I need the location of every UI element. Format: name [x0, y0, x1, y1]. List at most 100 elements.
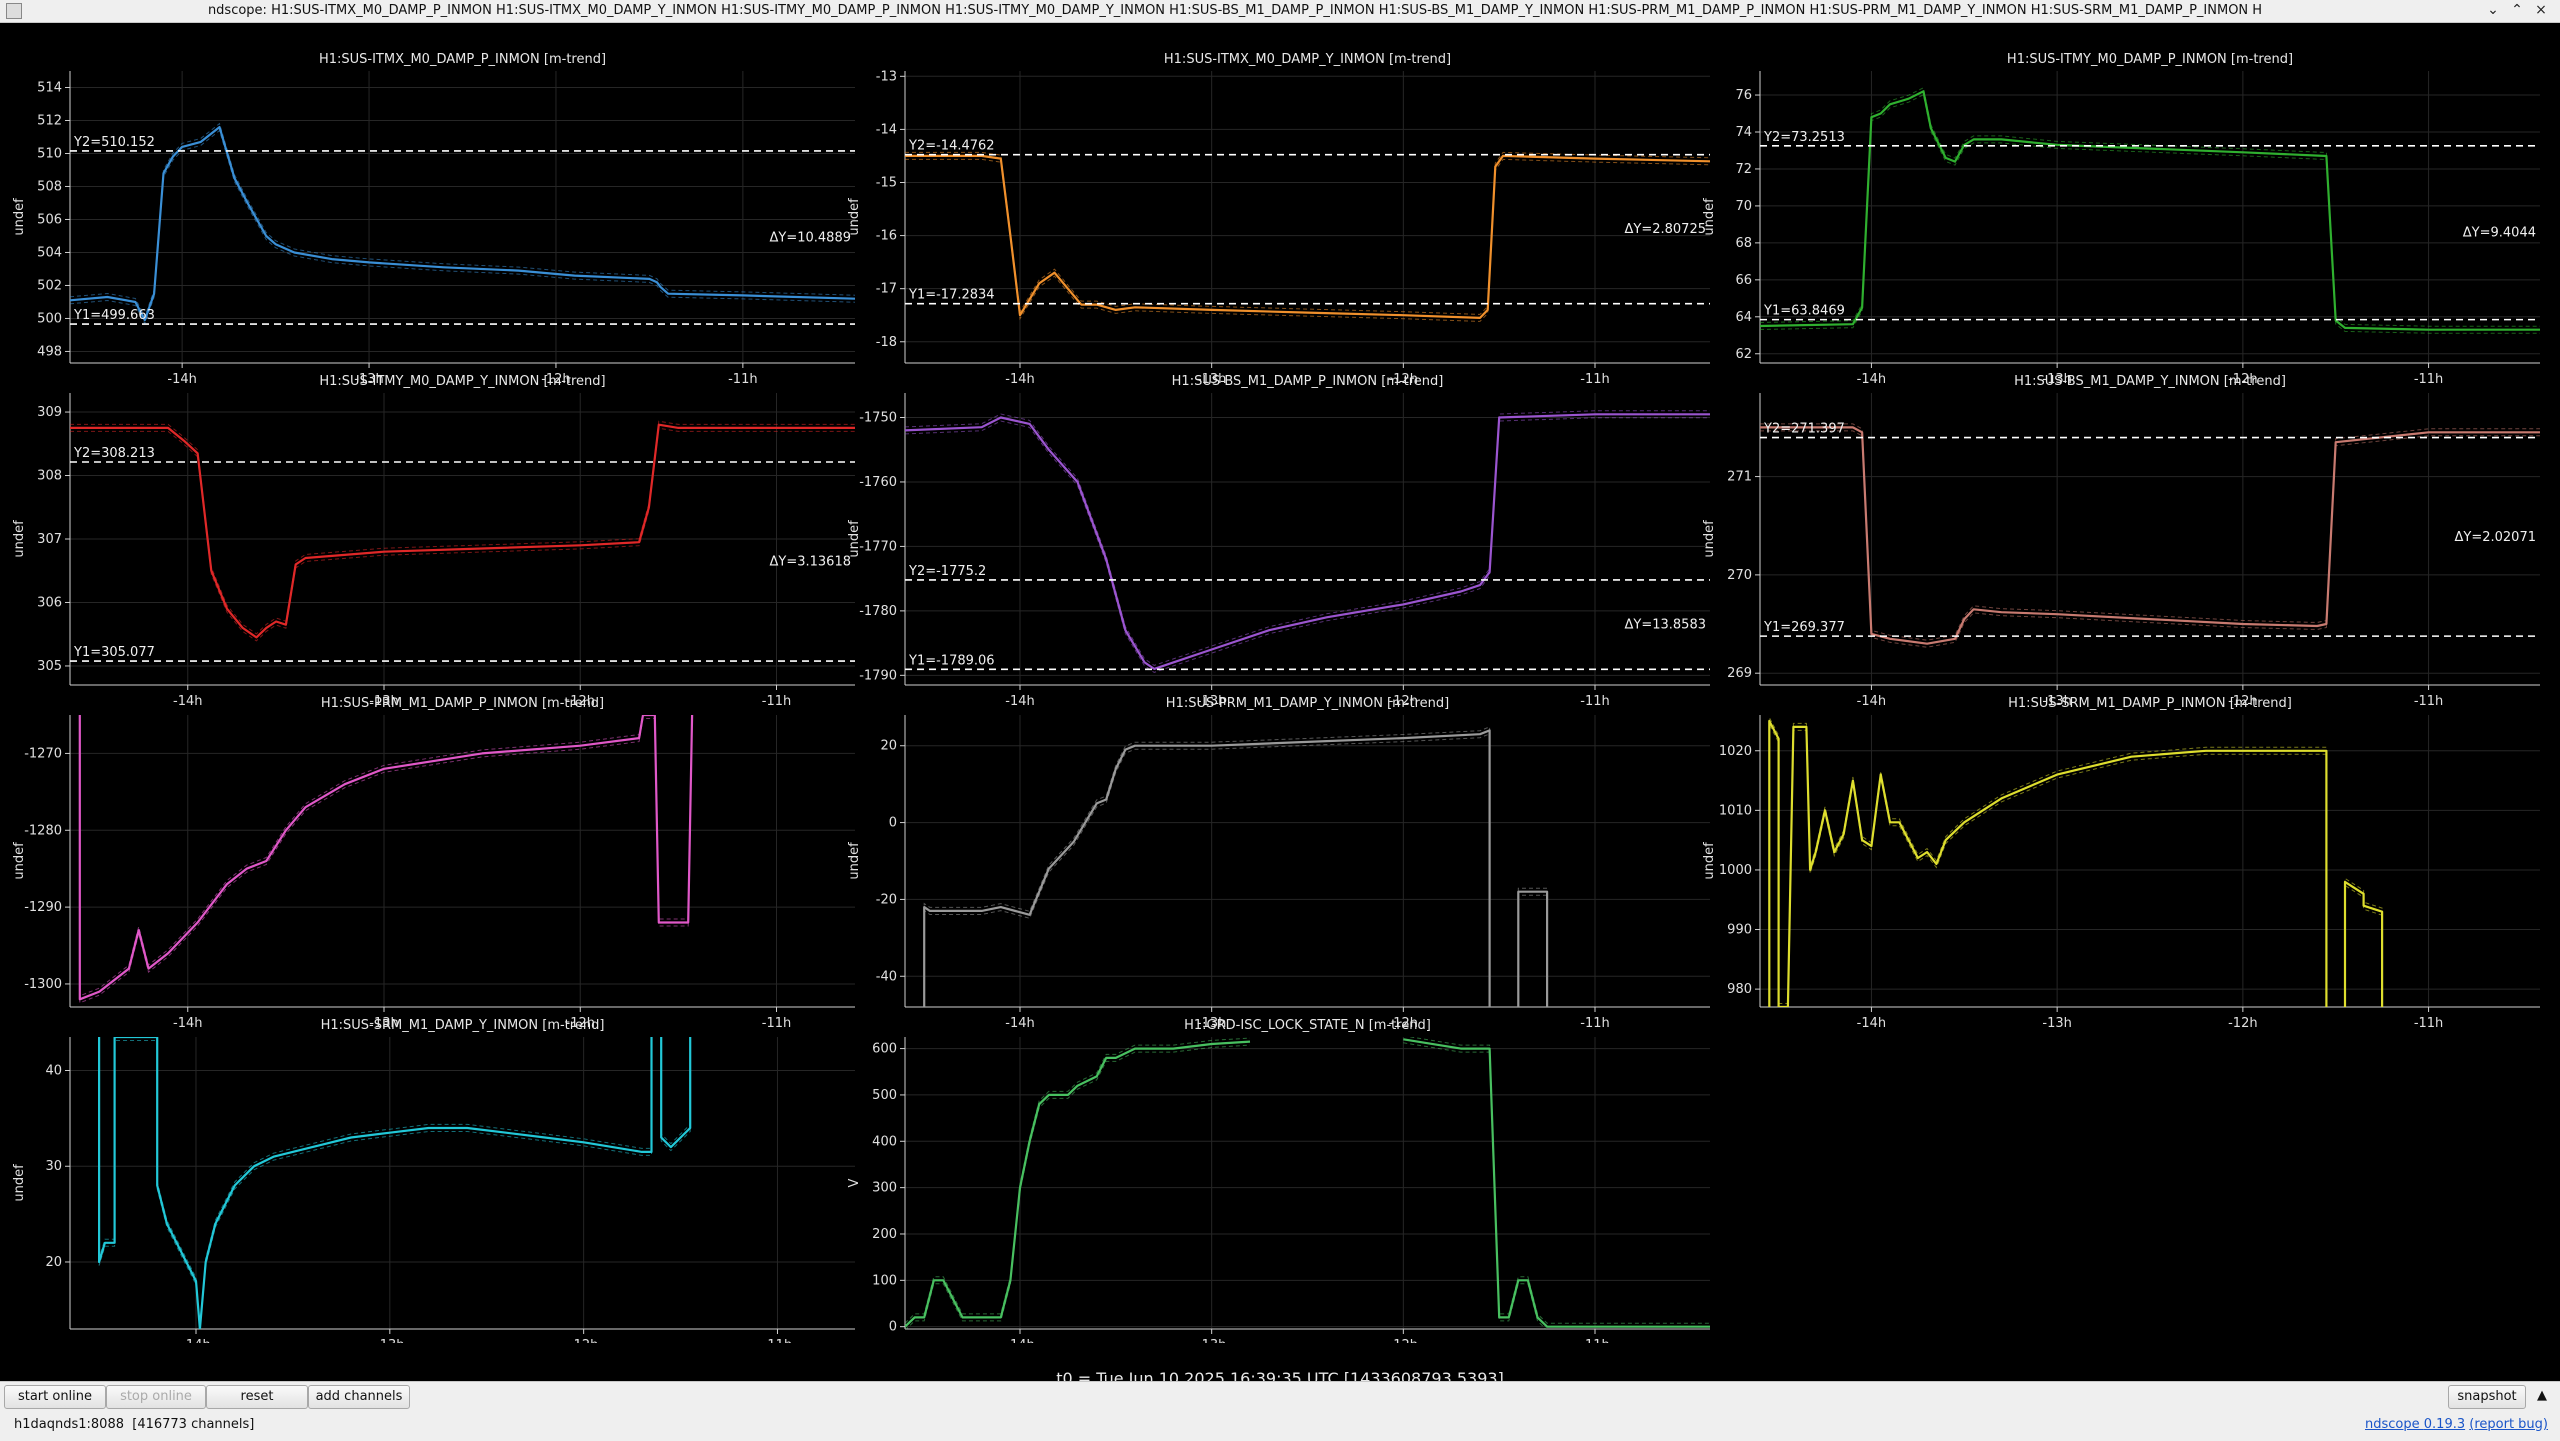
y-tick-label: -13: [876, 69, 897, 84]
series-group: [905, 410, 1710, 673]
add-channels-button[interactable]: add channels: [308, 1385, 410, 1409]
plot-panel[interactable]: H1:GRD-ISC_LOCK_STATE_N [m-trend] -14h -13…: [847, 1018, 1710, 1343]
y-axis-label: undef: [12, 1164, 27, 1202]
stop-online-button[interactable]: stop online: [106, 1385, 206, 1409]
plot-panel[interactable]: H1:SUS-BS_M1_DAMP_Y_INMON [m-trend] -14h -…: [1702, 374, 2540, 709]
delta-y-label: ΔY=9.4044: [2463, 226, 2536, 241]
y-tick-label: 600: [872, 1042, 897, 1057]
x-tick-label: -14h: [173, 1016, 202, 1031]
plot-panel[interactable]: H1:SUS-BS_M1_DAMP_P_INMON [m-trend] -14h -…: [847, 374, 1710, 709]
cursor-y1-label: Y1=305.077: [73, 645, 155, 660]
y-tick-label: 500: [37, 311, 62, 326]
y-tick-label: 308: [37, 469, 62, 484]
cursor-y1-label: Y1=499.663: [73, 308, 155, 323]
series-min-trace: [79, 718, 693, 1004]
minimize-icon[interactable]: ⌄: [2487, 2, 2499, 18]
plot-title: H1:SUS-ITMY_M0_DAMP_P_INMON [m-trend]: [2007, 52, 2293, 67]
report-bug-link[interactable]: (report bug): [2469, 1417, 2548, 1432]
status-bar: h1daqnds1:8088 [416773 channels]: [14, 1417, 254, 1432]
y-tick-label: -1790: [859, 668, 897, 683]
x-tick-label: -14h: [1857, 694, 1886, 709]
x-tick-label: -12h: [1389, 1016, 1418, 1031]
x-tick-label: -13h: [1197, 694, 1226, 709]
plot-panel[interactable]: H1:SUS-ITMY_M0_DAMP_Y_INMON [m-trend] -14…: [12, 374, 855, 709]
cursor-y2-label: Y2=73.2513: [1763, 130, 1845, 145]
series-min-trace: [923, 733, 1491, 1007]
start-online-button[interactable]: start online: [4, 1385, 106, 1409]
maximize-icon[interactable]: ⌃: [2511, 2, 2523, 18]
delta-y-label: ΔY=2.02071: [2455, 530, 2537, 545]
series-min-trace: [1517, 894, 1548, 1007]
x-tick-label: -14h: [181, 1338, 210, 1343]
x-tick-label: -14h: [1005, 1016, 1034, 1031]
plot-panel[interactable]: H1:SUS-PRM_M1_DAMP_P_INMON [m-trend] -14h…: [12, 696, 855, 1031]
plot-panel[interactable]: H1:SUS-PRM_M1_DAMP_Y_INMON [m-trend] -14h…: [847, 696, 1710, 1031]
up-arrow-icon[interactable]: ▲: [2537, 1388, 2547, 1403]
x-tick-label: -12h: [2228, 372, 2257, 387]
y-tick-label: -16: [876, 229, 897, 244]
y-tick-label: -17: [876, 282, 897, 297]
series-group: [97, 1037, 692, 1329]
cursor-y2-label: Y2=-14.4762: [908, 139, 995, 154]
y-tick-label: 990: [1727, 923, 1752, 938]
y-tick-label: 30: [45, 1159, 62, 1174]
y-tick-label: 504: [37, 245, 62, 260]
version-info: ndscope 0.19.3 (report bug): [2365, 1417, 2548, 1432]
series-max-trace: [1768, 717, 2327, 1004]
x-tick-label: -13h: [2042, 1016, 2071, 1031]
series-line: [70, 125, 855, 322]
series-line: [97, 1037, 653, 1329]
y-axis-label: undef: [847, 520, 862, 558]
x-tick-label: -14h: [1857, 1016, 1886, 1031]
close-icon[interactable]: ×: [2535, 2, 2547, 18]
x-tick-label: -11h: [2414, 372, 2443, 387]
plot-panel[interactable]: H1:SUS-ITMY_M0_DAMP_P_INMON [m-trend] -14…: [1702, 52, 2540, 387]
y-axis-label: undef: [1702, 842, 1717, 880]
reset-button[interactable]: reset: [206, 1385, 308, 1409]
series-line: [1517, 890, 1549, 1007]
series-line: [1403, 1038, 1710, 1328]
y-axis-label: undef: [12, 198, 27, 236]
snapshot-button[interactable]: snapshot: [2448, 1385, 2526, 1409]
x-tick-label: -13h: [369, 1016, 398, 1031]
plot-panel[interactable]: H1:SUS-ITMX_M0_DAMP_P_INMON [m-trend] -14…: [12, 52, 855, 387]
series-max-trace: [70, 122, 855, 318]
series-line: [905, 154, 1710, 319]
window-titlebar[interactable]: ndscope: H1:SUS-ITMX_M0_DAMP_P_INMON H1:…: [0, 0, 2560, 23]
plot-panel[interactable]: H1:SUS-SRM_M1_DAMP_P_INMON [m-trend] -14h…: [1702, 696, 2540, 1031]
plot-title: H1:SUS-PRM_M1_DAMP_P_INMON [m-trend]: [321, 696, 604, 711]
cursor-y1-label: Y1=63.8469: [1763, 304, 1845, 319]
y-tick-label: -1750: [859, 410, 897, 425]
series-min-trace: [1760, 94, 2540, 334]
delta-y-label: ΔY=2.80725: [1625, 222, 1707, 237]
series-max-trace: [905, 410, 1710, 666]
series-min-trace: [905, 158, 1710, 322]
cursor-y1-label: Y1=269.377: [1763, 620, 1845, 635]
y-tick-label: -15: [876, 175, 897, 190]
series-line: [905, 1040, 1251, 1328]
ndscope-link[interactable]: ndscope 0.19.3: [2365, 1417, 2466, 1432]
cursor-y1-label: Y1=-17.2834: [908, 288, 995, 303]
plot-panel[interactable]: H1:SUS-ITMX_M0_DAMP_Y_INMON [m-trend] -14…: [847, 52, 1710, 387]
x-tick-label: -12h: [566, 694, 595, 709]
series-line: [78, 715, 694, 1001]
y-tick-label: 514: [37, 80, 62, 95]
x-tick-label: -11h: [728, 372, 757, 387]
y-tick-label: 0: [889, 816, 897, 831]
series-max-trace: [1760, 423, 2540, 641]
x-tick-label: -12h: [1389, 694, 1418, 709]
series-line: [905, 413, 1710, 671]
series-group: [905, 151, 1710, 322]
plot-area[interactable]: H1:SUS-ITMX_M0_DAMP_P_INMON [m-trend] -14…: [0, 23, 2560, 1388]
y-tick-label: 40: [45, 1064, 62, 1079]
plot-panel[interactable]: H1:SUS-SRM_M1_DAMP_Y_INMON [m-trend] -14h…: [12, 1018, 855, 1343]
y-tick-label: 270: [1727, 568, 1752, 583]
y-tick-label: 68: [1735, 236, 1752, 251]
y-tick-label: -1760: [859, 475, 897, 490]
plot-grid[interactable]: H1:SUS-ITMX_M0_DAMP_P_INMON [m-trend] -14…: [0, 23, 2560, 1343]
series-group: [70, 122, 855, 325]
y-tick-label: -40: [876, 969, 897, 984]
x-tick-label: -13h: [1197, 1016, 1226, 1031]
y-tick-label: 66: [1735, 273, 1752, 288]
server-address: h1daqnds1:8088: [14, 1417, 124, 1432]
